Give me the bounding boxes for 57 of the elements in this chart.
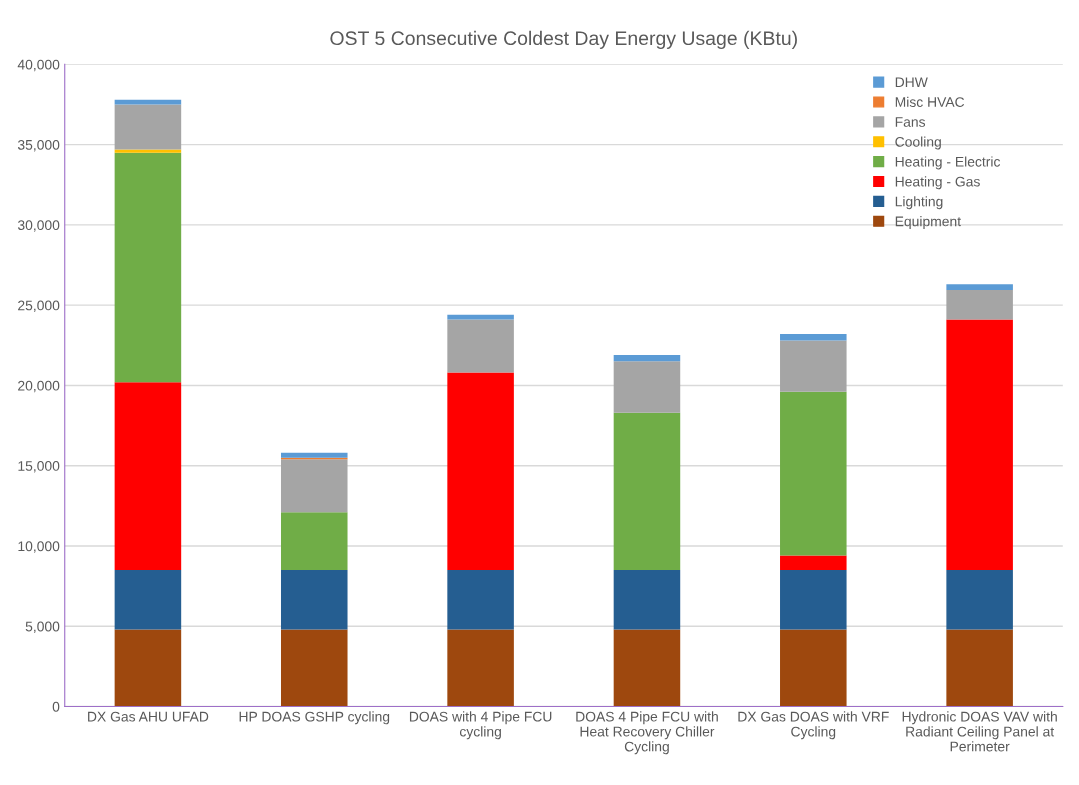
- x-tick-label: DOAS 4 Pipe FCU with Heat Recovery Chiller Cycling: [576, 711, 718, 755]
- x-tick-label: DX Gas DOAS with VRF Cycling: [738, 711, 889, 740]
- bar: [447, 372, 514, 571]
- bar: [613, 570, 681, 630]
- legend-label: Lighting: [895, 196, 943, 210]
- bar: [280, 459, 348, 513]
- x-tick-label: HP DOAS GSHP cycling: [239, 711, 390, 725]
- y-tick-label: 0: [52, 701, 60, 712]
- bar: [447, 629, 514, 707]
- y-tick-label: 35,000: [17, 139, 60, 152]
- legend-label: Misc HVAC: [895, 96, 965, 107]
- bar: [780, 555, 847, 571]
- x-tick-label: DX Gas AHU UFAD: [88, 711, 209, 722]
- bar: [280, 452, 348, 458]
- legend-label: Heating - Gas: [895, 176, 980, 190]
- bar: [780, 340, 847, 392]
- bar: [780, 391, 847, 556]
- y-tick-label: 20,000: [18, 380, 60, 393]
- y-tick-label: 40,000: [17, 59, 60, 72]
- bar: [280, 570, 348, 630]
- bar: [780, 629, 847, 707]
- y-tick-label: 5,000: [25, 621, 60, 634]
- bar: [114, 149, 182, 153]
- bar: [447, 314, 514, 320]
- chart-title: OST 5 Consecutive Coldest Day Energy Usage (KBtu): [330, 30, 797, 49]
- y-tick-label: 10,000: [18, 541, 60, 553]
- bar: [946, 319, 1013, 571]
- bar: [280, 629, 348, 707]
- bar: [280, 512, 348, 571]
- bar: [114, 570, 182, 630]
- bar: [780, 334, 847, 341]
- bar: [946, 289, 1013, 320]
- bar: [114, 104, 182, 150]
- legend-label: Equipment: [895, 216, 961, 230]
- bar: [114, 99, 182, 105]
- bar: [613, 629, 681, 707]
- bar: [613, 412, 681, 571]
- legend-label: DHW: [895, 77, 928, 87]
- legend-label: Cooling: [895, 136, 941, 150]
- bar: [447, 570, 514, 630]
- legend-label: Fans: [895, 117, 926, 127]
- x-tick-label: DOAS with 4 Pipe FCU cycling: [409, 711, 552, 740]
- y-tick-label: 30,000: [17, 220, 60, 232]
- x-tick-label: Hydronic DOAS VAV with Radiant Ceiling Panel at Perimeter: [902, 711, 1057, 752]
- bar: [946, 284, 1013, 290]
- bar: [114, 152, 182, 383]
- bar: [946, 629, 1013, 707]
- bar: [447, 319, 514, 373]
- bar: [114, 382, 182, 571]
- legend-label: Heating - Electric: [895, 156, 1001, 170]
- bar: [946, 570, 1013, 630]
- bar: [114, 629, 182, 707]
- bar: [780, 570, 847, 630]
- bar: [613, 354, 681, 362]
- y-tick-label: 15,000: [18, 461, 60, 473]
- y-tick-label: 25,000: [18, 300, 60, 312]
- bar: [613, 361, 681, 413]
